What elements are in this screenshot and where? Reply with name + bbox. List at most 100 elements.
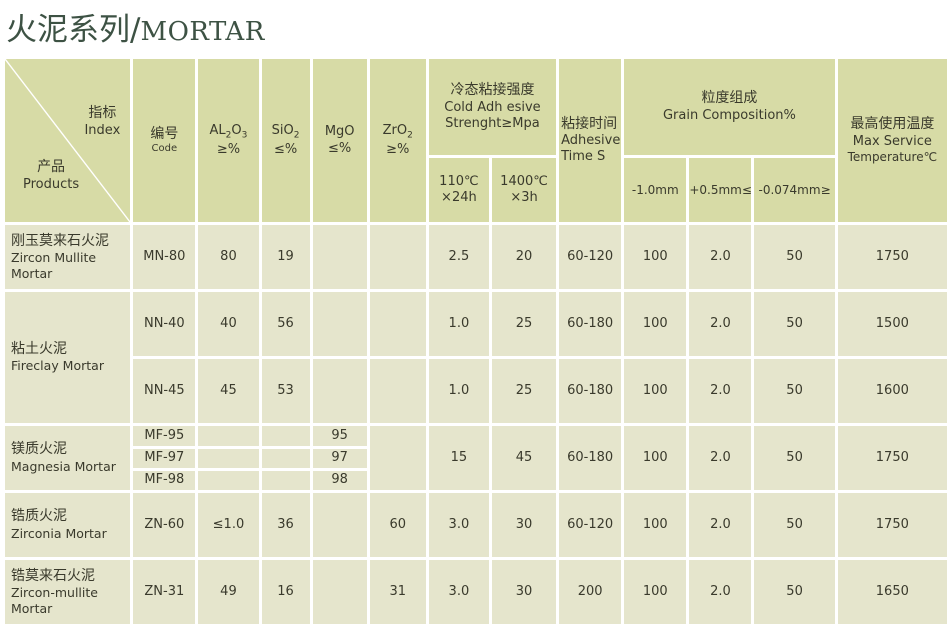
max-temp-cell: 1600 [837,359,947,423]
grain-1-cell: 100 [624,292,687,356]
grain-2-cell: 2.0 [689,493,752,557]
mgo-cell: 95 [312,426,367,446]
table-row: MF-97 97 [5,449,947,468]
al2o3-cell: 40 [198,292,259,356]
grain-2-cell: 2.0 [689,359,752,423]
table-row: 锆质火泥 Zirconia Mortar ZN-60 ≤1.0 36 60 3.0… [5,493,947,557]
table-row: 镁质火泥 Magnesia Mortar MF-95 95 15 45 60-18… [5,426,947,490]
table-row: 粘土火泥 Fireclay Mortar NN-40 40 56 1.0 25 6… [5,292,947,423]
grain-1-cell: 100 [624,493,687,557]
grain-1-cell: 100 [624,359,687,423]
grain-3-cell: 50 [754,292,835,356]
max-temp-cell: 1750 [837,493,947,557]
table-row: 锆莫来石火泥 Zircon-mullite Mortar ZN-31 49 16 3… [5,560,947,624]
mortar-spec-table: 指标 Index 产品 Products 编号 Code AL2O3 ≥% Si… [2,56,950,627]
sio2-cell [261,471,310,490]
sio2-cell: 36 [261,493,310,557]
adhesive-time-cell: 60-180 [559,359,622,423]
header-cold-strength: 冷态粘接强度 Cold Adh esive Strenght≥Mpa [428,59,557,155]
code-cell: MN-80 [133,225,196,289]
product-name: 粘土火泥 Fireclay Mortar [5,292,131,423]
sio2-cell [261,426,310,446]
adhesive-time-cell: 60-120 [559,493,622,557]
mgo-cell [312,493,367,557]
grain-3-cell: 50 [754,426,835,490]
al2o3-cell: 80 [198,225,259,289]
cold-1400-cell: 25 [491,292,557,356]
header-products: 产品 Products [23,159,80,192]
cold-1400-cell: 25 [491,359,557,423]
header-mgo: MgO ≤% [312,59,367,222]
cold-110-cell: 3.0 [428,560,489,624]
cold-110-cell: 3.0 [428,493,489,557]
mgo-cell: 97 [312,449,367,468]
zro2-cell: 31 [369,560,426,624]
grain-3-cell: 50 [754,560,835,624]
cold-1400-cell: 30 [491,493,557,557]
mgo-cell [312,225,367,289]
grain-3-cell: 50 [754,359,835,423]
mgo-cell [312,292,367,356]
header-zro2: ZrO2 ≥% [369,59,426,222]
product-name: 锆质火泥 Zirconia Mortar [5,493,131,557]
table-row: MF-98 98 [5,471,947,490]
code-cell: MF-95 [133,426,196,446]
adhesive-time-cell: 60-120 [559,225,622,289]
code-cell: ZN-31 [133,560,196,624]
mgo-cell: 98 [312,471,367,490]
max-temp-cell: 1500 [837,292,947,356]
al2o3-cell [198,426,259,446]
adhesive-time-cell: 200 [559,560,622,624]
cold-110-cell: 15 [428,426,489,490]
header-code: 编号 Code [133,59,196,222]
code-cell: ZN-60 [133,493,196,557]
header-adhesive-time: 粘接时间 Adhesive Time S [559,59,622,222]
grain-2-cell: 2.0 [689,426,752,490]
al2o3-cell [198,471,259,490]
cold-1400-cell: 20 [491,225,557,289]
header-corner: 指标 Index 产品 Products [5,59,131,222]
max-temp-cell: 1750 [837,426,947,490]
header-grain-2: +0.5mm≤ [689,158,752,222]
max-temp-cell: 1650 [837,560,947,624]
zro2-cell [369,225,426,289]
grain-2-cell: 2.0 [689,292,752,356]
table-row: 刚玉莫来石火泥 Zircon Mullite Mortar MN-80 80 19… [5,225,947,289]
code-cell: NN-45 [133,359,196,423]
header-grain: 粒度组成 Grain Composition% [624,59,835,155]
cold-1400-cell: 30 [491,560,557,624]
max-temp-cell: 1750 [837,225,947,289]
adhesive-time-cell: 60-180 [559,292,622,356]
header-grain-1: -1.0mm [624,158,687,222]
header-index: 指标 Index [84,105,121,138]
table-row: NN-45 45 53 1.0 25 60-180 100 2.0 50 160… [5,359,947,423]
product-name: 锆莫来石火泥 Zircon-mullite Mortar [5,560,131,624]
zro2-cell [369,359,426,423]
al2o3-cell: 45 [198,359,259,423]
zro2-cell [369,426,426,490]
grain-1-cell: 100 [624,225,687,289]
zro2-cell [369,292,426,356]
corner-diagonal [5,59,130,222]
product-name: 刚玉莫来石火泥 Zircon Mullite Mortar [5,225,131,289]
cold-110-cell: 1.0 [428,292,489,356]
title-en: MORTAR [140,17,265,47]
al2o3-cell [198,449,259,468]
adhesive-time-cell: 60-180 [559,426,622,490]
cold-1400-cell: 45 [491,426,557,490]
mgo-cell [312,560,367,624]
page-title: 火泥系列/MORTAR [6,8,265,52]
code-cell: MF-97 [133,449,196,468]
header-cold-110: 110℃ ×24h [428,158,489,222]
sio2-cell: 53 [261,359,310,423]
product-name: 镁质火泥 Magnesia Mortar [5,426,131,490]
al2o3-cell: ≤1.0 [198,493,259,557]
grain-2-cell: 2.0 [689,560,752,624]
mgo-cell [312,359,367,423]
code-cell: NN-40 [133,292,196,356]
sio2-cell: 16 [261,560,310,624]
grain-3-cell: 50 [754,225,835,289]
grain-1-cell: 100 [624,426,687,490]
sio2-cell [261,449,310,468]
zro2-cell: 60 [369,493,426,557]
